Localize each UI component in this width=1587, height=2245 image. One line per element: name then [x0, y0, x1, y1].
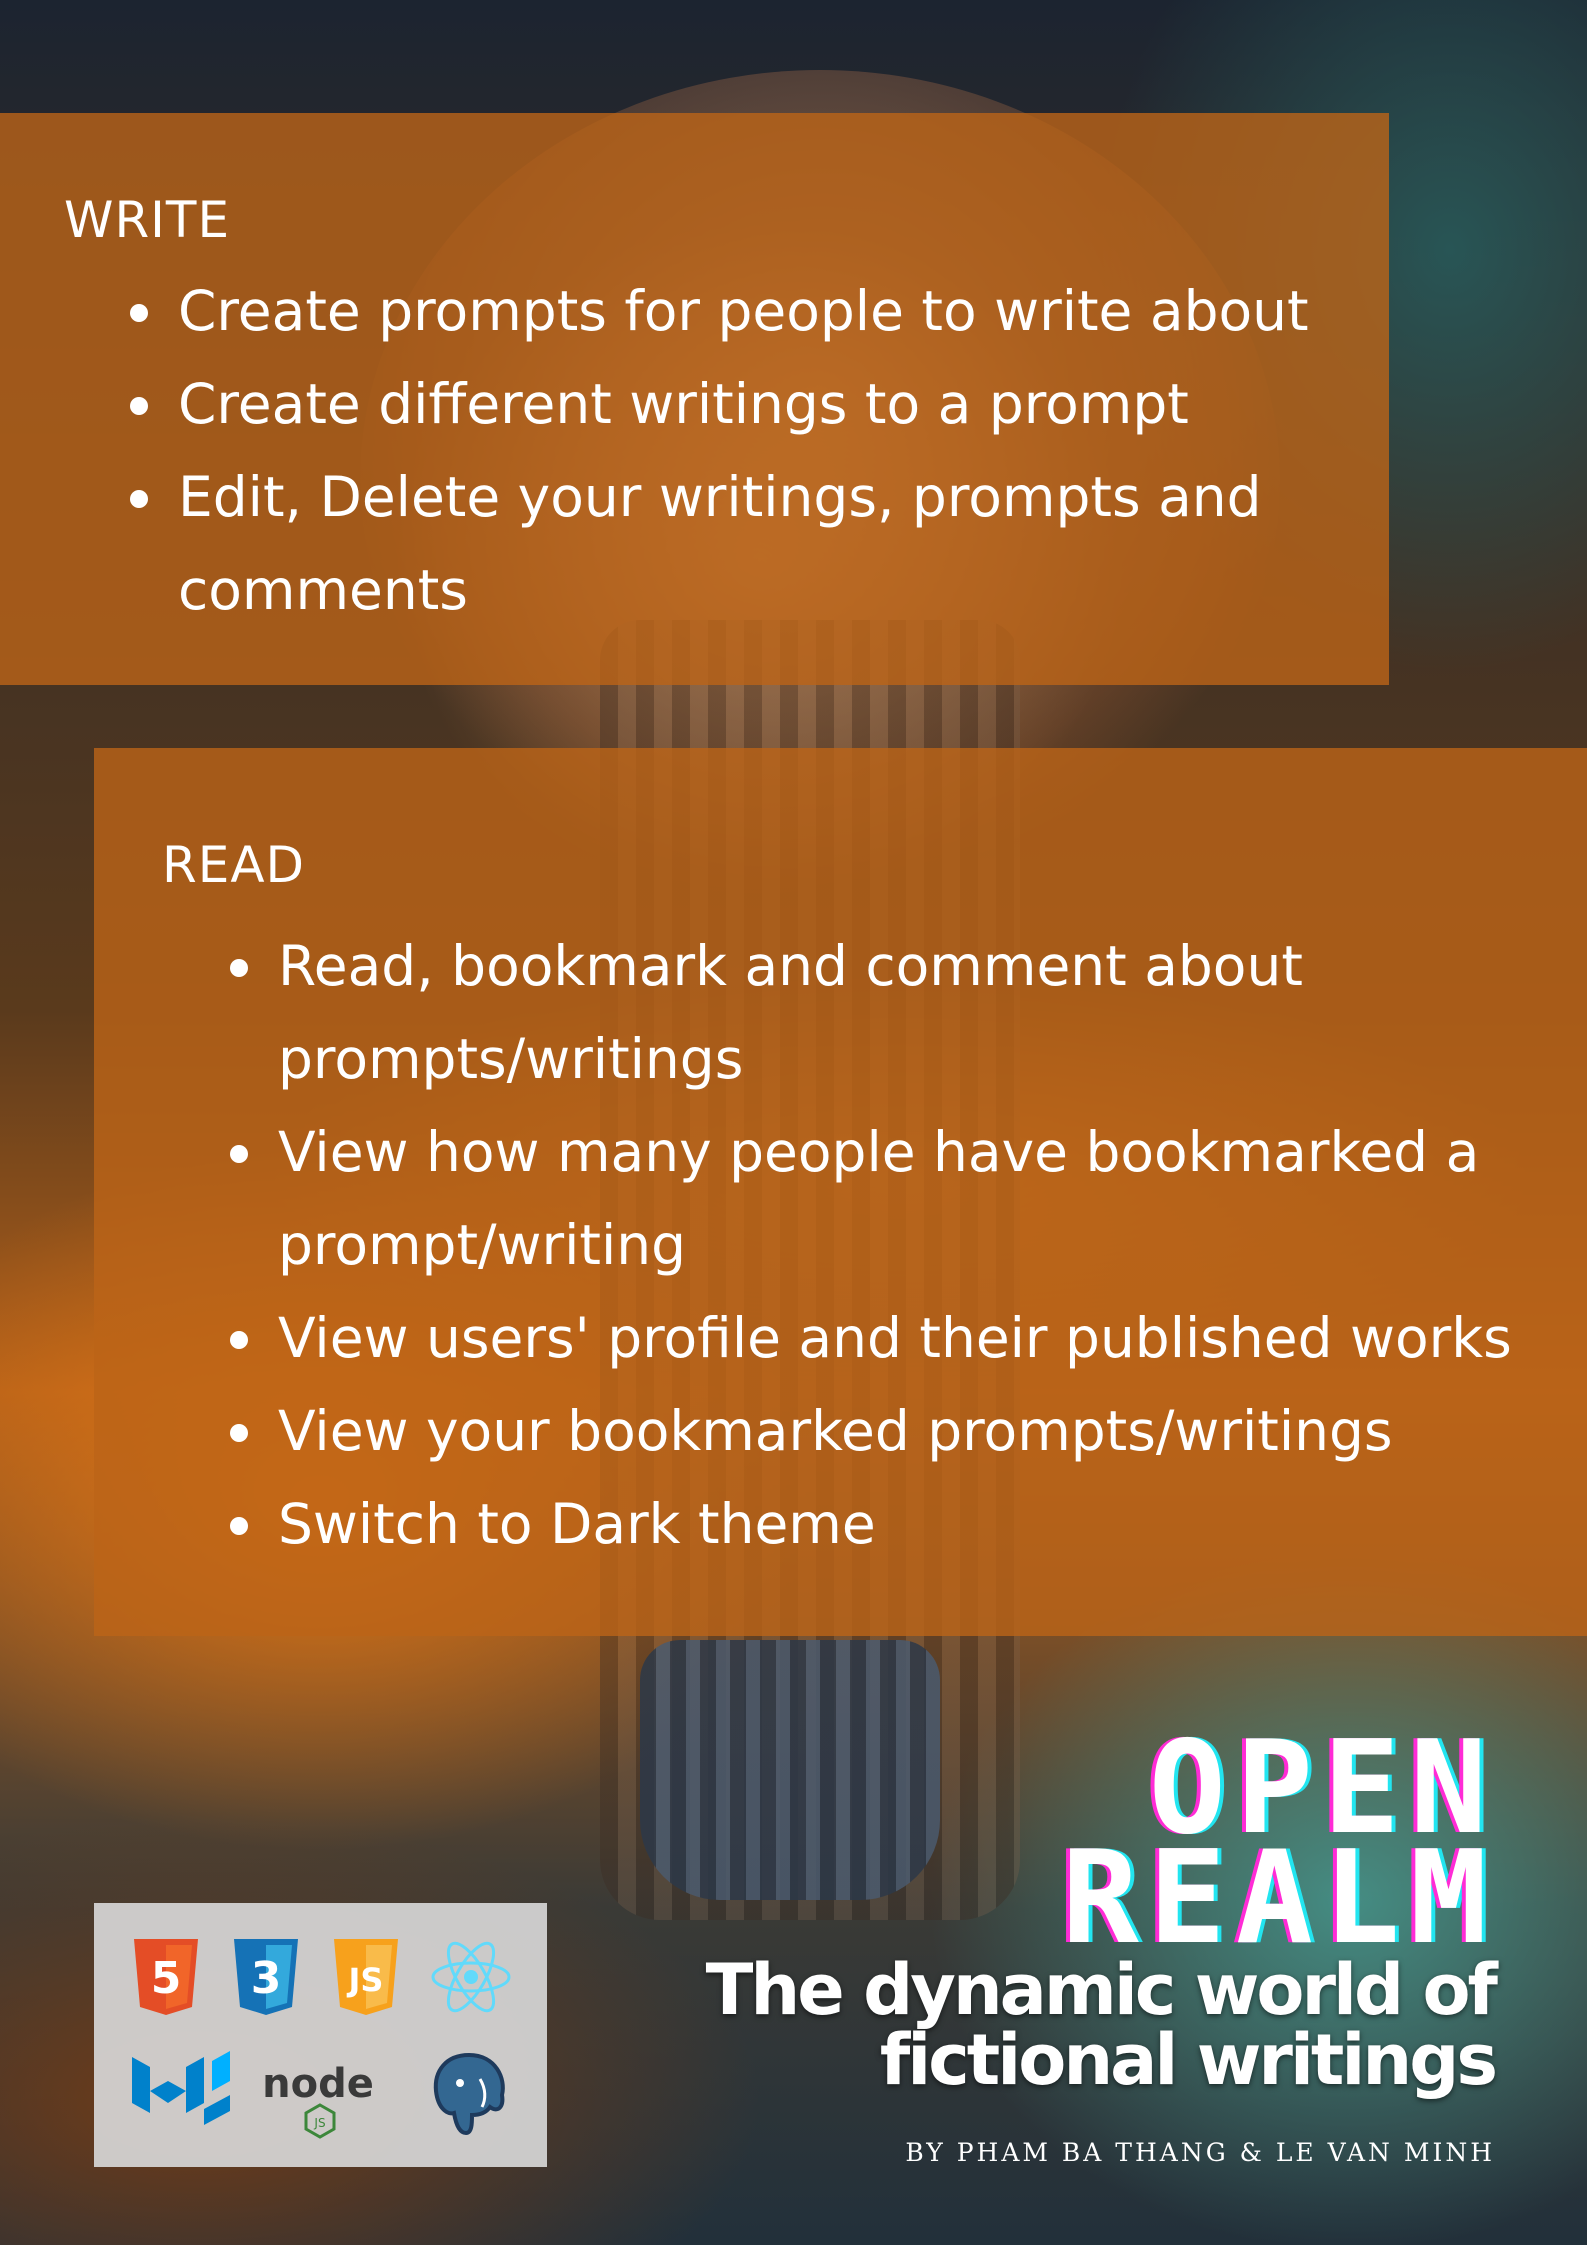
- nodejs-wordmark: node: [262, 2061, 374, 2107]
- html5-icon: 5: [134, 1939, 198, 2015]
- write-feature-item: Create different writings to a prompt: [128, 358, 1358, 451]
- html5-glyph: 5: [151, 1953, 182, 2004]
- read-heading: READ: [162, 836, 306, 894]
- read-feature-item: View your bookmarked prompts/writings: [228, 1385, 1558, 1478]
- write-feature-list: Create prompts for people to write about…: [128, 265, 1358, 637]
- write-feature-item: Create prompts for people to write about: [128, 265, 1358, 358]
- byline: BY PHAM BA THANG & LE VAN MINH: [905, 2138, 1495, 2167]
- javascript-icon: JS: [334, 1939, 398, 2015]
- read-feature-list: Read, bookmark and comment about prompts…: [228, 920, 1558, 1571]
- write-feature-item: Edit, Delete your writings, prompts and …: [128, 451, 1318, 637]
- postgresql-icon: [433, 2052, 505, 2136]
- tech-stack-logos: 5 3 JS node JS: [94, 1903, 547, 2167]
- app-title-line-1: OPEN: [1148, 1714, 1497, 1863]
- write-panel: WRITE Create prompts for people to write…: [0, 113, 1389, 685]
- app-title-line-2: REALM: [1061, 1824, 1497, 1973]
- write-heading: WRITE: [64, 191, 231, 249]
- read-feature-item: View users' profile and their published …: [228, 1292, 1558, 1385]
- css3-glyph: 3: [251, 1953, 282, 2004]
- read-feature-item: View how many people have bookmarked a p…: [228, 1106, 1538, 1292]
- space-station-base-illustration: [640, 1640, 940, 1900]
- nodejs-badge: JS: [313, 2116, 325, 2130]
- nodejs-icon: node JS: [262, 2061, 374, 2139]
- material-ui-icon: [132, 2051, 230, 2125]
- react-icon: [431, 1941, 511, 2013]
- css3-icon: 3: [234, 1939, 298, 2015]
- read-panel: READ Read, bookmark and comment about pr…: [94, 748, 1587, 1636]
- read-feature-item: Read, bookmark and comment about prompts…: [228, 920, 1338, 1106]
- tagline: The dynamic world of fictional writings: [705, 1949, 1498, 2101]
- read-feature-item: Switch to Dark theme: [228, 1478, 1558, 1571]
- javascript-glyph: JS: [347, 1961, 384, 1999]
